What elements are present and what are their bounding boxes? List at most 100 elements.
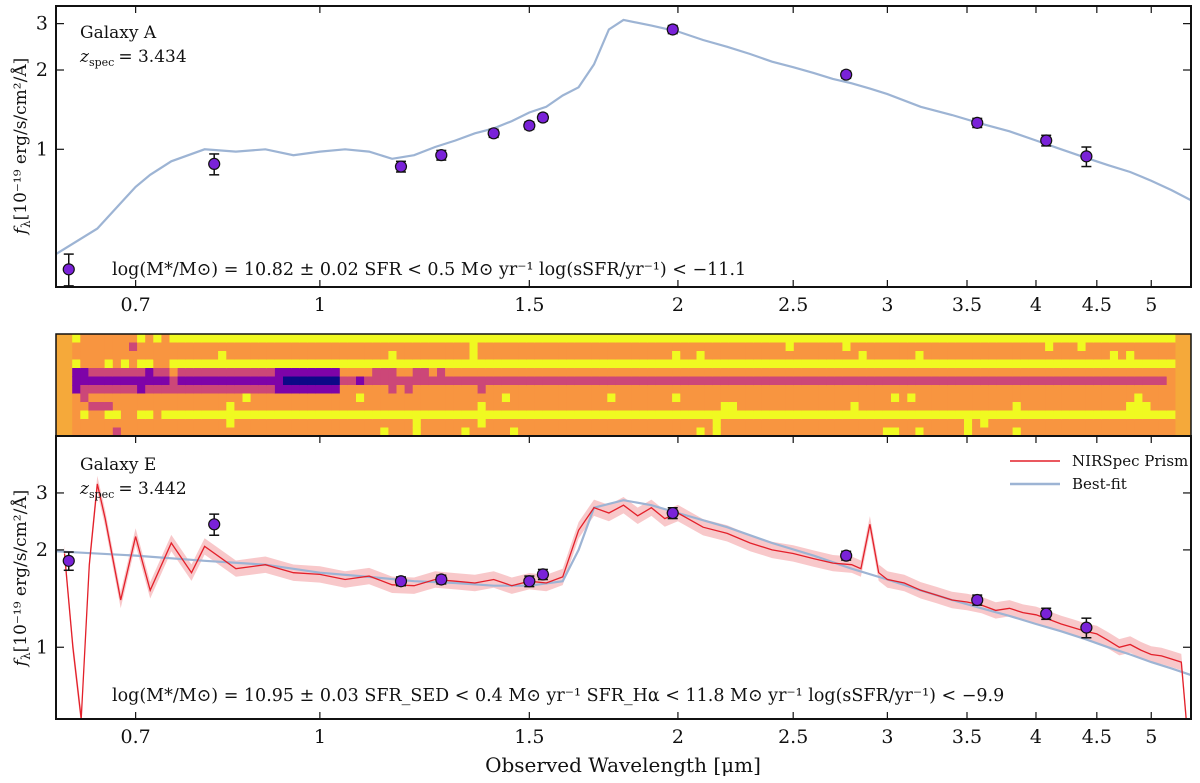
top-photometry-point	[394, 160, 408, 173]
spectrum-2d-pixel	[842, 427, 852, 437]
spectrum-2d-pixel	[250, 359, 260, 369]
spectrum-2d-pixel	[899, 393, 908, 403]
spectrum-2d-pixel	[218, 385, 227, 395]
spectrum-2d-pixel	[907, 402, 916, 412]
spectrum-2d-pixel	[477, 393, 487, 403]
spectrum-2d-pixel	[1004, 351, 1014, 361]
spectrum-2d-pixel	[826, 419, 835, 429]
spectrum-2d-pixel	[364, 393, 373, 403]
spectrum-2d-pixel	[964, 393, 973, 403]
spectrum-2d-pixel	[112, 385, 122, 395]
spectrum-2d-pixel	[745, 385, 754, 395]
spectrum-2d-pixel	[761, 351, 770, 361]
spectrum-2d-pixel	[753, 410, 762, 420]
spectrum-2d-pixel	[1118, 359, 1127, 369]
spectrum-2d-pixel	[810, 342, 819, 352]
spectrum-2d-pixel	[947, 351, 957, 361]
spectrum-2d-pixel	[988, 368, 997, 378]
spectrum-2d-pixel	[234, 427, 244, 437]
x-axis-label: Observed Wavelength [μm]	[485, 753, 761, 777]
spectrum-2d-pixel	[834, 359, 843, 369]
spectrum-2d-pixel	[939, 419, 949, 429]
spectrum-2d-pixel	[972, 334, 981, 344]
spectrum-2d-pixel	[526, 368, 535, 378]
spectrum-2d-pixel	[631, 427, 641, 437]
spectrum-2d-pixel	[1037, 359, 1046, 369]
spectrum-2d-pixel	[72, 376, 81, 386]
spectrum-2d-pixel	[161, 419, 171, 429]
spectrum-2d-pixel	[112, 376, 122, 386]
spectrum-2d-pixel	[80, 393, 89, 403]
spectrum-2d-pixel	[931, 342, 941, 352]
spectrum-2d-pixel	[534, 342, 543, 352]
spectrum-2d-pixel	[785, 419, 795, 429]
spectrum-2d-pixel	[169, 393, 179, 403]
spectrum-2d-pixel	[396, 359, 406, 369]
spectrum-2d-pixel	[996, 334, 1006, 344]
spectrum-2d-pixel	[891, 427, 900, 437]
top-photometry-point	[208, 157, 221, 171]
spectrum-2d-pixel	[145, 334, 154, 344]
spectrum-2d-pixel	[445, 342, 454, 352]
spectrum-2d-pixel	[647, 402, 657, 412]
spectrum-2d-pixel	[1134, 368, 1143, 378]
spectrum-2d-pixel	[485, 351, 495, 361]
spectrum-2d-pixel	[1028, 359, 1038, 369]
spectrum-2d-pixel	[680, 368, 689, 378]
spectrum-2d-pixel	[518, 393, 527, 403]
spectrum-2d-pixel	[704, 393, 714, 403]
spectrum-2d-pixel	[1004, 419, 1014, 429]
spectrum-2d-pixel	[250, 427, 260, 437]
spectrum-2d-pixel	[874, 385, 884, 395]
spectrum-2d-pixel	[356, 359, 365, 369]
spectrum-2d-pixel	[501, 402, 511, 412]
spectrum-2d-pixel	[258, 376, 268, 386]
spectrum-2d-pixel	[745, 419, 754, 429]
spectrum-2d-pixel	[177, 419, 187, 429]
spectrum-2d-pixel	[347, 359, 357, 369]
spectrum-2d-pixel	[745, 393, 754, 403]
top-xtick-label: 3.5	[952, 294, 982, 316]
spectrum-2d-pixel	[631, 385, 641, 395]
spectrum-2d-pixel	[372, 402, 381, 412]
spectrum-2d-pixel	[1053, 334, 1062, 344]
spectrum-2d-pixel	[623, 427, 633, 437]
spectrum-2d-pixel	[599, 368, 608, 378]
spectrum-2d-pixel	[1166, 376, 1176, 386]
spectrum-2d-pixel	[623, 342, 633, 352]
spectrum-2d-pixel	[226, 368, 235, 378]
spectrum-2d-pixel	[1028, 334, 1038, 344]
spectrum-2d-pixel	[461, 402, 471, 412]
spectrum-2d-pixel	[826, 410, 835, 420]
spectrum-2d-pixel	[1093, 342, 1103, 352]
spectrum-2d-pixel	[493, 427, 503, 437]
spectrum-2d-pixel	[1126, 385, 1135, 395]
spectrum-2d-pixel	[818, 359, 827, 369]
spectrum-2d-pixel	[283, 427, 292, 437]
spectrum-2d-pixel	[647, 334, 657, 344]
spectrum-2d-pixel	[599, 334, 608, 344]
spectrum-2d-pixel	[988, 419, 997, 429]
top-photometry-point	[666, 23, 679, 36]
spectrum-2d-pixel	[737, 419, 746, 429]
spectrum-2d-pixel	[153, 351, 162, 361]
spectrum-2d-pixel	[915, 334, 925, 344]
spectrum-2d-pixel	[939, 351, 949, 361]
spectrum-2d-pixel	[1037, 351, 1046, 361]
spectrum-2d-pixel	[899, 342, 908, 352]
spectrum-2d-pixel	[323, 410, 333, 420]
spectrum-2d-pixel	[842, 342, 852, 352]
spectrum-2d-pixel	[88, 351, 98, 361]
spectrum-2d-pixel	[201, 385, 211, 395]
spectrum-2d-pixel	[591, 359, 600, 369]
spectrum-2d-pixel	[1053, 410, 1062, 420]
spectrum-2d-pixel	[1004, 368, 1014, 378]
spectrum-2d-pixel	[72, 334, 81, 344]
spectrum-2d-pixel	[753, 334, 762, 344]
spectrum-2d-pixel	[566, 393, 576, 403]
spectrum-2d-pixel	[1150, 385, 1160, 395]
spectrum-2d-pixel	[510, 402, 519, 412]
spectrum-2d-pixel	[234, 385, 244, 395]
spectrum-2d-pixel	[112, 334, 122, 344]
spectrum-2d-pixel	[88, 368, 98, 378]
